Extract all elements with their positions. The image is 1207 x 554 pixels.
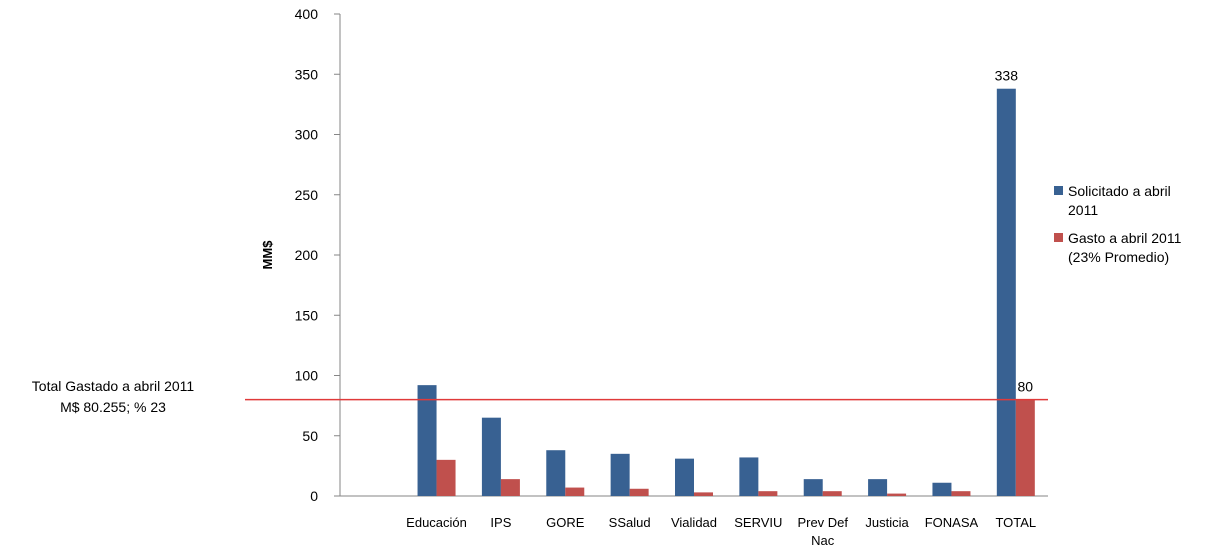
legend-label: Gasto a abril 2011 (23% Promedio) [1068,230,1182,265]
reference-annotation-text: Total Gastado a abril 2011 M$ 80.255; % 2… [32,378,195,415]
bar-gasto-8 [887,493,907,496]
y-tick-label: 350 [295,66,319,82]
bar-gasto-1 [436,459,456,496]
labels: 0 50 100 150 200 250 300 350 400 MM$ 338 80 Educació… [260,6,1036,548]
legend-swatch [1054,186,1063,195]
x-tick-label: Educación [406,515,467,530]
reference-annotation: Total Gastado a abril 2011 M$ 80.255; % 2… [32,378,1048,415]
x-tick-label: SSalud [609,515,651,530]
bar-gasto-3 [565,487,585,496]
bar-gasto-2 [500,479,520,496]
data-label: 338 [995,68,1019,84]
x-tick-label: Justicia [865,515,909,530]
y-tick-label: 100 [295,368,319,384]
legend-label: Solicitado a abril 2011 [1068,183,1171,218]
bar-solicitado-8 [868,479,888,496]
x-tick-label: GORE [546,515,585,530]
bar-solicitado-2 [481,417,501,496]
bar-solicitado-10 [996,88,1016,497]
x-tick-label: IPS [490,515,511,530]
bar-solicitado-5 [675,458,694,496]
x-tick-label: Vialidad [671,515,717,530]
bar-solicitado-3 [546,450,566,496]
bar-gasto-6 [758,491,778,496]
x-tick-label: TOTAL [995,515,1036,530]
y-tick-label: 150 [295,307,319,323]
bars [417,88,1035,497]
x-tick-label: SERVIU [734,515,782,530]
legend-swatch [1054,233,1063,242]
bar-solicitado-9 [932,482,952,496]
bar-solicitado-7 [803,479,823,496]
bar-solicitado-6 [739,457,759,496]
bar-gasto-7 [822,491,842,496]
bar-gasto-4 [629,488,649,496]
y-tick-label: 300 [295,127,319,143]
x-tick-label: FONASA [925,515,979,530]
y-tick-label: 200 [295,247,319,263]
y-tick-label: 0 [310,488,318,504]
bar-solicitado-4 [610,453,630,496]
bar-solicitado-1 [417,385,437,496]
y-tick-label: 400 [295,6,319,22]
y-tick-label: 50 [302,428,318,444]
x-tick-label: Prev Def Nac [797,515,848,548]
axes [334,13,1048,497]
bar-gasto-9 [951,491,971,496]
y-axis-title: MM$ [260,240,275,270]
bar-gasto-5 [694,492,713,496]
bar-gasto-10 [1015,399,1035,496]
data-label: 80 [1018,379,1034,395]
legend: Solicitado a abril 2011 Gasto a abril 2011… [1054,183,1182,265]
y-tick-label: 250 [295,187,319,203]
